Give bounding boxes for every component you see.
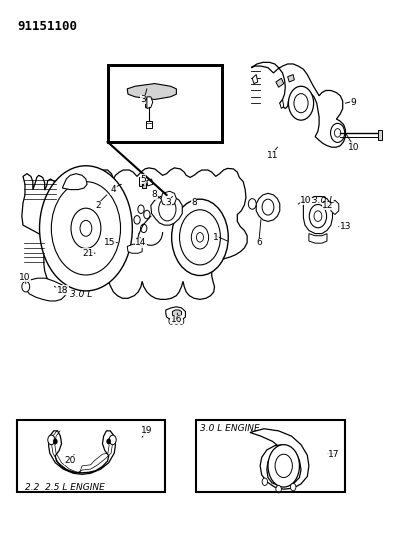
Circle shape — [138, 205, 144, 214]
Polygon shape — [142, 183, 146, 188]
Polygon shape — [127, 244, 142, 253]
Polygon shape — [147, 97, 153, 109]
Text: 14: 14 — [135, 238, 147, 247]
Bar — [17, 420, 165, 492]
Circle shape — [196, 232, 204, 242]
Circle shape — [314, 211, 322, 221]
Circle shape — [179, 318, 184, 324]
Polygon shape — [250, 429, 309, 489]
Polygon shape — [151, 195, 182, 225]
Polygon shape — [127, 84, 176, 100]
Circle shape — [174, 318, 179, 324]
Text: 6: 6 — [256, 238, 262, 247]
Circle shape — [268, 445, 299, 487]
Text: 3.0 L: 3.0 L — [70, 289, 92, 298]
Circle shape — [262, 478, 268, 486]
Polygon shape — [146, 120, 152, 127]
Circle shape — [40, 166, 132, 291]
Circle shape — [335, 128, 341, 137]
Text: 2: 2 — [95, 201, 101, 210]
Polygon shape — [251, 62, 345, 147]
Text: 15: 15 — [104, 238, 115, 247]
Circle shape — [109, 435, 116, 445]
Bar — [17, 420, 165, 492]
Polygon shape — [139, 177, 145, 186]
Polygon shape — [161, 191, 176, 206]
Circle shape — [107, 439, 111, 444]
Polygon shape — [147, 179, 153, 186]
Circle shape — [48, 435, 55, 445]
Circle shape — [288, 86, 314, 120]
Text: 4: 4 — [110, 185, 116, 194]
Text: 8: 8 — [191, 198, 197, 207]
Polygon shape — [309, 233, 327, 243]
Bar — [108, 65, 222, 142]
Circle shape — [191, 225, 209, 249]
Text: 13: 13 — [340, 222, 351, 231]
Text: 3.0 L ENGINE: 3.0 L ENGINE — [200, 424, 260, 433]
Text: 17: 17 — [328, 450, 339, 459]
Bar — [108, 65, 222, 142]
Circle shape — [171, 199, 228, 276]
Text: 3.0 L: 3.0 L — [312, 196, 334, 205]
Circle shape — [159, 198, 176, 221]
Text: 5: 5 — [140, 174, 146, 183]
Polygon shape — [62, 174, 87, 190]
Text: 9: 9 — [350, 98, 356, 107]
Polygon shape — [378, 130, 382, 140]
Circle shape — [53, 439, 57, 444]
Circle shape — [144, 211, 150, 219]
Polygon shape — [303, 197, 333, 233]
Polygon shape — [166, 307, 185, 322]
Bar — [196, 420, 345, 492]
Text: 2.2  2.5 L ENGINE: 2.2 2.5 L ENGINE — [25, 483, 105, 492]
Text: 3: 3 — [140, 95, 146, 104]
Polygon shape — [256, 193, 280, 221]
Circle shape — [275, 454, 292, 478]
Circle shape — [290, 483, 296, 491]
Circle shape — [22, 281, 30, 292]
Text: 12: 12 — [322, 201, 333, 210]
Text: 20: 20 — [65, 456, 76, 465]
Polygon shape — [25, 278, 66, 301]
Text: 16: 16 — [171, 315, 182, 324]
Circle shape — [276, 486, 282, 493]
Text: 1: 1 — [213, 233, 219, 242]
Circle shape — [169, 318, 173, 324]
Circle shape — [248, 199, 256, 209]
Circle shape — [309, 205, 327, 228]
Circle shape — [179, 210, 221, 265]
Text: 19: 19 — [141, 426, 152, 435]
Polygon shape — [252, 75, 258, 84]
Text: 11: 11 — [267, 151, 278, 160]
Polygon shape — [22, 168, 247, 300]
Polygon shape — [276, 78, 284, 87]
Bar — [196, 420, 345, 492]
Circle shape — [262, 199, 274, 215]
Text: 10: 10 — [348, 143, 359, 152]
Text: 10: 10 — [19, 272, 31, 281]
Text: 3: 3 — [166, 198, 171, 207]
Circle shape — [80, 220, 92, 236]
Circle shape — [71, 208, 101, 248]
Text: 21: 21 — [82, 249, 93, 258]
Circle shape — [294, 94, 308, 113]
Text: 8: 8 — [152, 190, 158, 199]
Circle shape — [331, 123, 345, 142]
Circle shape — [134, 216, 140, 224]
Circle shape — [141, 224, 147, 232]
Polygon shape — [331, 200, 339, 215]
Circle shape — [51, 182, 120, 275]
Polygon shape — [172, 310, 181, 317]
Polygon shape — [145, 100, 149, 108]
Text: 10: 10 — [301, 196, 312, 205]
Text: 18: 18 — [57, 286, 68, 295]
Text: 91151100: 91151100 — [17, 20, 77, 33]
Polygon shape — [250, 200, 256, 207]
Polygon shape — [49, 431, 115, 474]
Polygon shape — [287, 75, 294, 82]
Polygon shape — [280, 100, 284, 109]
